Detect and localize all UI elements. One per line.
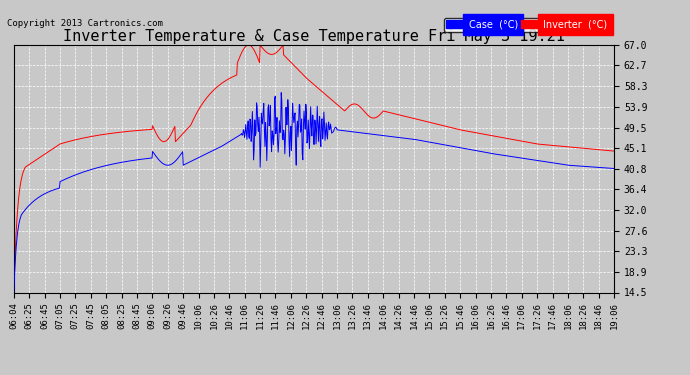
Legend: Case  (°C), Inverter  (°C): Case (°C), Inverter (°C) bbox=[444, 18, 609, 32]
Title: Inverter Temperature & Case Temperature Fri May 3 19:21: Inverter Temperature & Case Temperature … bbox=[63, 29, 565, 44]
Text: Copyright 2013 Cartronics.com: Copyright 2013 Cartronics.com bbox=[7, 19, 163, 28]
